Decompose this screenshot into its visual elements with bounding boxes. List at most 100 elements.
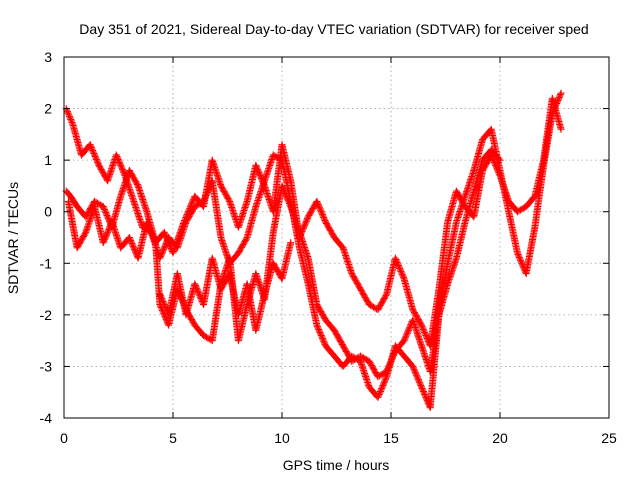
data-point [145,222,153,230]
data-point [417,382,425,390]
data-point [195,289,203,297]
data-point [422,331,430,339]
data-point [318,334,326,342]
data-point [549,108,557,116]
data-point [517,256,525,264]
data-point [389,351,397,359]
data-point [92,198,100,206]
data-point [367,301,375,309]
data-point [282,191,290,199]
data-point [385,363,393,371]
data-point [92,155,100,163]
data-point [279,185,287,193]
data-point [100,236,108,244]
data-point [413,373,421,381]
data-point [418,321,426,329]
data-point [422,393,430,401]
data-point [161,312,169,320]
data-point [203,189,211,197]
data-point [100,237,108,245]
data-point [129,242,137,250]
x-tick-label: 20 [492,430,508,446]
data-point [409,364,417,372]
data-point [150,234,158,242]
data-point [365,301,373,309]
data-point [420,389,428,397]
data-point [63,108,71,116]
data-point [148,230,156,238]
data-point [281,189,289,197]
data-point [256,172,264,180]
data-point [393,257,401,265]
data-point [104,213,112,221]
data-point [318,211,326,219]
y-tick-label: 1 [44,152,52,168]
data-point [356,352,364,360]
data-point [314,323,322,331]
data-point [515,252,523,260]
data-point [129,241,137,249]
data-point [375,392,383,400]
data-point [395,263,403,271]
data-point [287,239,295,247]
data-point [374,393,382,401]
data-point [93,157,101,165]
data-point [317,330,325,338]
data-point [550,107,558,115]
data-point [384,365,392,373]
data-point [159,247,167,255]
data-point [68,118,76,126]
data-point [392,256,400,264]
data-point [495,155,503,163]
data-point [313,197,321,205]
data-point [192,283,200,291]
data-point [348,357,356,365]
data-point [401,335,409,343]
data-point [381,377,389,385]
data-point [195,200,203,208]
data-point [421,329,429,337]
data-point [242,235,250,243]
data-point [318,333,326,341]
x-tick-label: 0 [60,430,68,446]
data-point [113,152,121,160]
data-point [133,181,141,189]
data-point [314,199,322,207]
x-tick-label: 5 [169,430,177,446]
data-point [148,231,156,239]
data-point [513,249,521,257]
data-point [351,356,359,364]
data-point [300,223,308,231]
data-point [65,112,73,120]
data-point [127,238,135,246]
data-point [413,371,421,379]
data-point [318,209,326,217]
data-point [396,266,404,274]
data-point [119,167,127,175]
data-point [416,380,424,388]
data-point [101,207,109,215]
data-point [103,211,111,219]
data-point [200,331,208,339]
data-point [160,245,168,253]
data-point [94,158,102,166]
data-point [160,228,168,236]
data-point [513,208,521,216]
data-point [117,163,125,171]
data-point [314,324,322,332]
data-point [320,214,328,222]
data-point [390,350,398,358]
data-point [553,99,561,107]
data-point [380,380,388,388]
data-point [162,303,170,311]
data-point [409,362,417,370]
data-point [284,197,292,205]
data-point [93,199,101,207]
data-point [548,110,556,118]
data-point [418,383,426,391]
data-point [376,389,384,397]
data-point [404,326,412,334]
data-point [102,231,110,239]
data-point [396,264,404,272]
data-point [402,332,410,340]
